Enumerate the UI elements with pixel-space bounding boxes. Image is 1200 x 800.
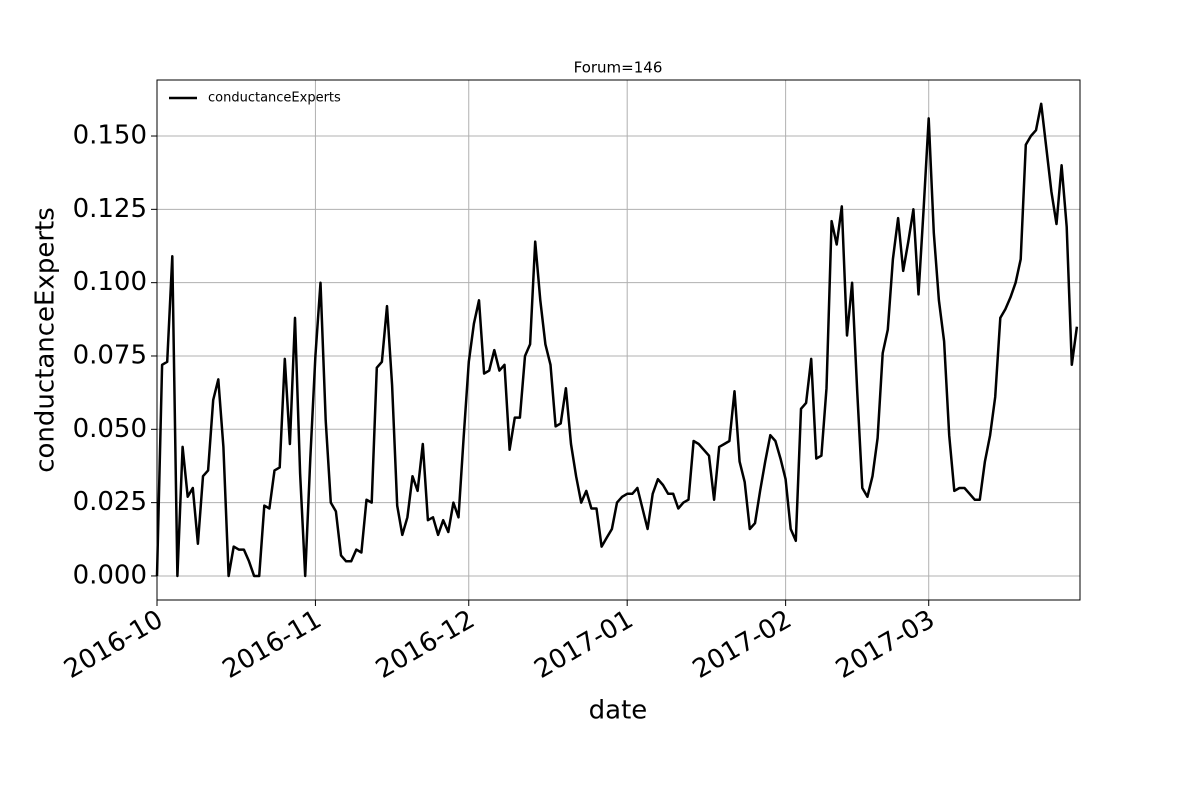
plot-frame	[156, 79, 1081, 601]
x-tick-label: 2017-03	[831, 605, 940, 685]
x-tick-label: 2017-01	[529, 605, 638, 685]
x-axis-label: date	[589, 696, 648, 726]
y-axis-label: conductanceExperts	[31, 207, 61, 473]
chart-title: Forum=146	[574, 59, 663, 77]
y-tick-label: 0.150	[73, 121, 147, 151]
y-tick-label: 0.050	[73, 414, 147, 444]
x-tick-label: 2016-10	[59, 605, 168, 685]
line	[155, 102, 1079, 578]
y-tick-label: 0.075	[73, 340, 147, 370]
y-tick-label: 0.025	[73, 487, 147, 517]
x-tick-label: 2016-12	[371, 605, 480, 685]
legend-label: conductanceExperts	[208, 91, 341, 106]
x-tick-label: 2017-02	[688, 605, 797, 685]
y-tick-label: 0.125	[73, 194, 147, 224]
y-tick-label: 0.100	[73, 267, 147, 297]
x-tick-label: 2016-11	[218, 605, 327, 685]
y-tick-label: 0.000	[73, 560, 147, 590]
